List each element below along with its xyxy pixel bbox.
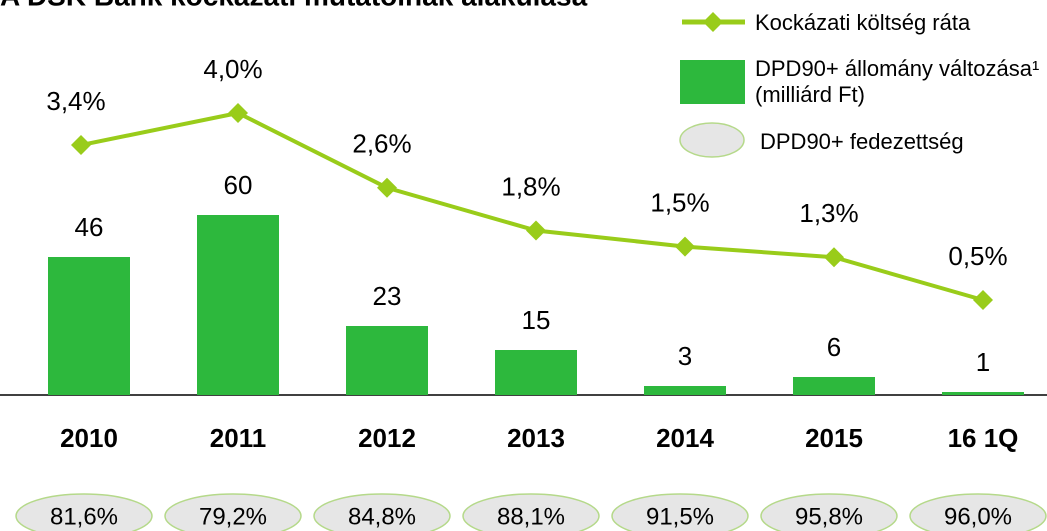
bar <box>48 257 130 395</box>
x-tick-label: 2010 <box>60 423 118 453</box>
x-tick-label: 2015 <box>805 423 863 453</box>
coverage-ellipse <box>909 493 1047 531</box>
bar <box>793 377 875 395</box>
line-marker <box>675 236 695 257</box>
line-label: 1,5% <box>650 187 709 217</box>
legend-marker <box>703 12 723 32</box>
legend-ellipse <box>679 122 745 158</box>
bar-label: 46 <box>75 212 104 242</box>
coverage-label: 88,1% <box>497 503 565 530</box>
coverage-label: 95,8% <box>795 503 863 530</box>
bar-label: 15 <box>522 305 551 335</box>
chart-title: A DSK Bank kockázati mutatóinak alakulás… <box>0 0 588 11</box>
bar-label: 3 <box>678 341 692 371</box>
x-tick-label: 16 1Q <box>948 423 1019 453</box>
bar-label: 23 <box>373 281 402 311</box>
coverage-label: 96,0% <box>944 503 1012 530</box>
coverage-label: 91,5% <box>646 503 714 530</box>
bar-label: 1 <box>976 347 990 377</box>
coverage-ellipse <box>760 493 898 531</box>
legend-label: DPD90+ állomány változása¹ (milliárd Ft) <box>755 56 1040 107</box>
coverage-label: 79,2% <box>199 503 267 530</box>
bar <box>346 326 428 395</box>
line-label: 4,0% <box>203 54 262 84</box>
x-tick-label: 2013 <box>507 423 565 453</box>
line-marker <box>377 177 397 198</box>
line-label: 2,6% <box>352 129 411 159</box>
bar <box>644 386 726 395</box>
x-tick-label: 2011 <box>210 423 266 453</box>
line-marker <box>228 103 248 123</box>
bar <box>942 392 1024 395</box>
coverage-ellipse <box>15 493 153 531</box>
coverage-label: 84,8% <box>348 503 416 530</box>
coverage-ellipse <box>313 493 451 531</box>
bar <box>495 350 577 395</box>
line-label: 3,4% <box>46 86 105 116</box>
legend-label: DPD90+ fedezettség <box>760 129 964 154</box>
bar-label: 60 <box>224 170 253 200</box>
bar <box>197 215 279 395</box>
x-tick-label: 2012 <box>358 423 416 453</box>
line-marker <box>973 290 993 310</box>
coverage-ellipse <box>611 493 749 531</box>
line-marker <box>526 220 546 241</box>
line-label: 1,8% <box>501 171 560 201</box>
x-tick-label: 2014 <box>656 423 714 453</box>
line-marker <box>824 247 844 268</box>
legend-swatch <box>680 60 745 104</box>
coverage-ellipse <box>164 493 302 531</box>
coverage-label: 81,6% <box>50 503 118 530</box>
legend-label: Kockázati költség ráta <box>755 10 971 35</box>
bar-label: 6 <box>827 332 841 362</box>
line-marker <box>71 135 91 156</box>
coverage-ellipse <box>462 493 600 531</box>
line-label: 0,5% <box>948 241 1007 271</box>
line-label: 1,3% <box>799 198 858 228</box>
